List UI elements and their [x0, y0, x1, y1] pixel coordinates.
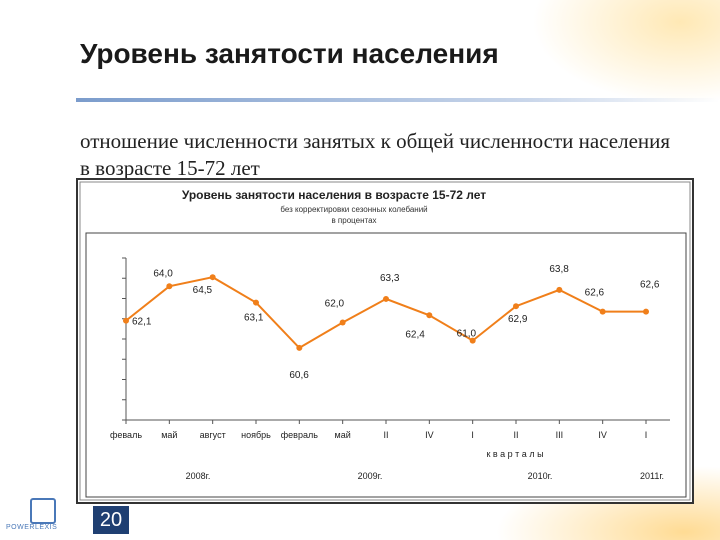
- year-label: 2011г.: [640, 471, 664, 481]
- logo-icon: [30, 498, 56, 524]
- data-label: 62,6: [640, 280, 660, 291]
- data-label: 62,9: [508, 314, 528, 325]
- data-label: 63,3: [380, 273, 400, 284]
- data-point: [556, 286, 563, 293]
- data-point: [426, 312, 433, 319]
- year-labels: 2008г. 2009г. 2010г. 2011г.: [186, 471, 664, 481]
- data-point: [599, 308, 606, 315]
- slide-subtitle: отношение численности занятых к общей чи…: [80, 129, 671, 180]
- x-tick-label: август: [200, 430, 226, 440]
- slide-title: Уровень занятости населения: [80, 38, 499, 69]
- chart-subtitle-line-1: без корректировки сезонных колебаний: [280, 205, 427, 214]
- x-tick-label: I: [645, 430, 648, 440]
- data-label: 64,5: [193, 285, 213, 296]
- decorative-glow-top: [520, 0, 720, 110]
- x-tick-label: II: [383, 430, 388, 440]
- data-point: [339, 319, 346, 326]
- x-tick-label: IV: [598, 430, 607, 440]
- data-label: 60,6: [289, 370, 309, 381]
- data-point: [469, 337, 476, 344]
- data-point: [383, 295, 389, 302]
- x-tick-label: май: [161, 430, 177, 440]
- x-tick-label: май: [335, 430, 351, 440]
- data-label: 62,1: [132, 317, 152, 328]
- x-tick-label: III: [556, 430, 564, 440]
- year-label: 2008г.: [186, 471, 211, 481]
- data-point: [123, 317, 129, 324]
- x-tick-labels: феваль май август ноябрь февраль май II IV I II II…: [110, 430, 647, 440]
- data-point: [513, 303, 519, 310]
- data-label: 61,0: [457, 329, 477, 340]
- x-tick-label: феваль: [110, 430, 142, 440]
- x-tick-label: ноябрь: [241, 430, 271, 440]
- data-label: 63,1: [244, 313, 264, 324]
- data-label: 63,8: [549, 264, 569, 275]
- x-tick-label: февраль: [281, 430, 318, 440]
- data-point: [209, 274, 216, 281]
- powerlexis-logo: POWERLEXIS: [6, 496, 66, 538]
- x-tick-label: II: [513, 430, 518, 440]
- year-label: 2009г.: [358, 471, 383, 481]
- logo-text: POWERLEXIS: [6, 524, 58, 531]
- data-point: [166, 283, 173, 290]
- data-point: [296, 344, 303, 351]
- slide-number: 20: [93, 506, 129, 534]
- x-tick-label: IV: [425, 430, 434, 440]
- x-tick-label: I: [471, 430, 474, 440]
- chart-subtitle-line-2: в процентах: [331, 216, 376, 225]
- year-label: 2010г.: [528, 471, 553, 481]
- title-underline: [76, 98, 720, 102]
- chart-frame: Уровень занятости населения в возрасте 1…: [76, 178, 694, 504]
- data-point: [253, 299, 259, 306]
- data-label: 62,4: [405, 329, 425, 340]
- chart-title: Уровень занятости населения в возрасте 1…: [182, 188, 486, 202]
- data-label: 62,0: [325, 299, 345, 310]
- chart-inner-border: [79, 181, 691, 501]
- plot-area-border: [85, 232, 687, 498]
- data-label: 64,0: [153, 268, 173, 279]
- data-point: [643, 308, 649, 315]
- quarters-label: к в а р т а л ы: [486, 449, 543, 459]
- series-group: 62,1 64,0 64,5 63,1 60,6 62,0 63,3 62,4 61,0 62,9…: [123, 264, 660, 381]
- axes: [122, 257, 670, 424]
- data-label: 62,6: [585, 288, 605, 299]
- line-chart: Уровень занятости населения в возрасте 1…: [79, 181, 691, 501]
